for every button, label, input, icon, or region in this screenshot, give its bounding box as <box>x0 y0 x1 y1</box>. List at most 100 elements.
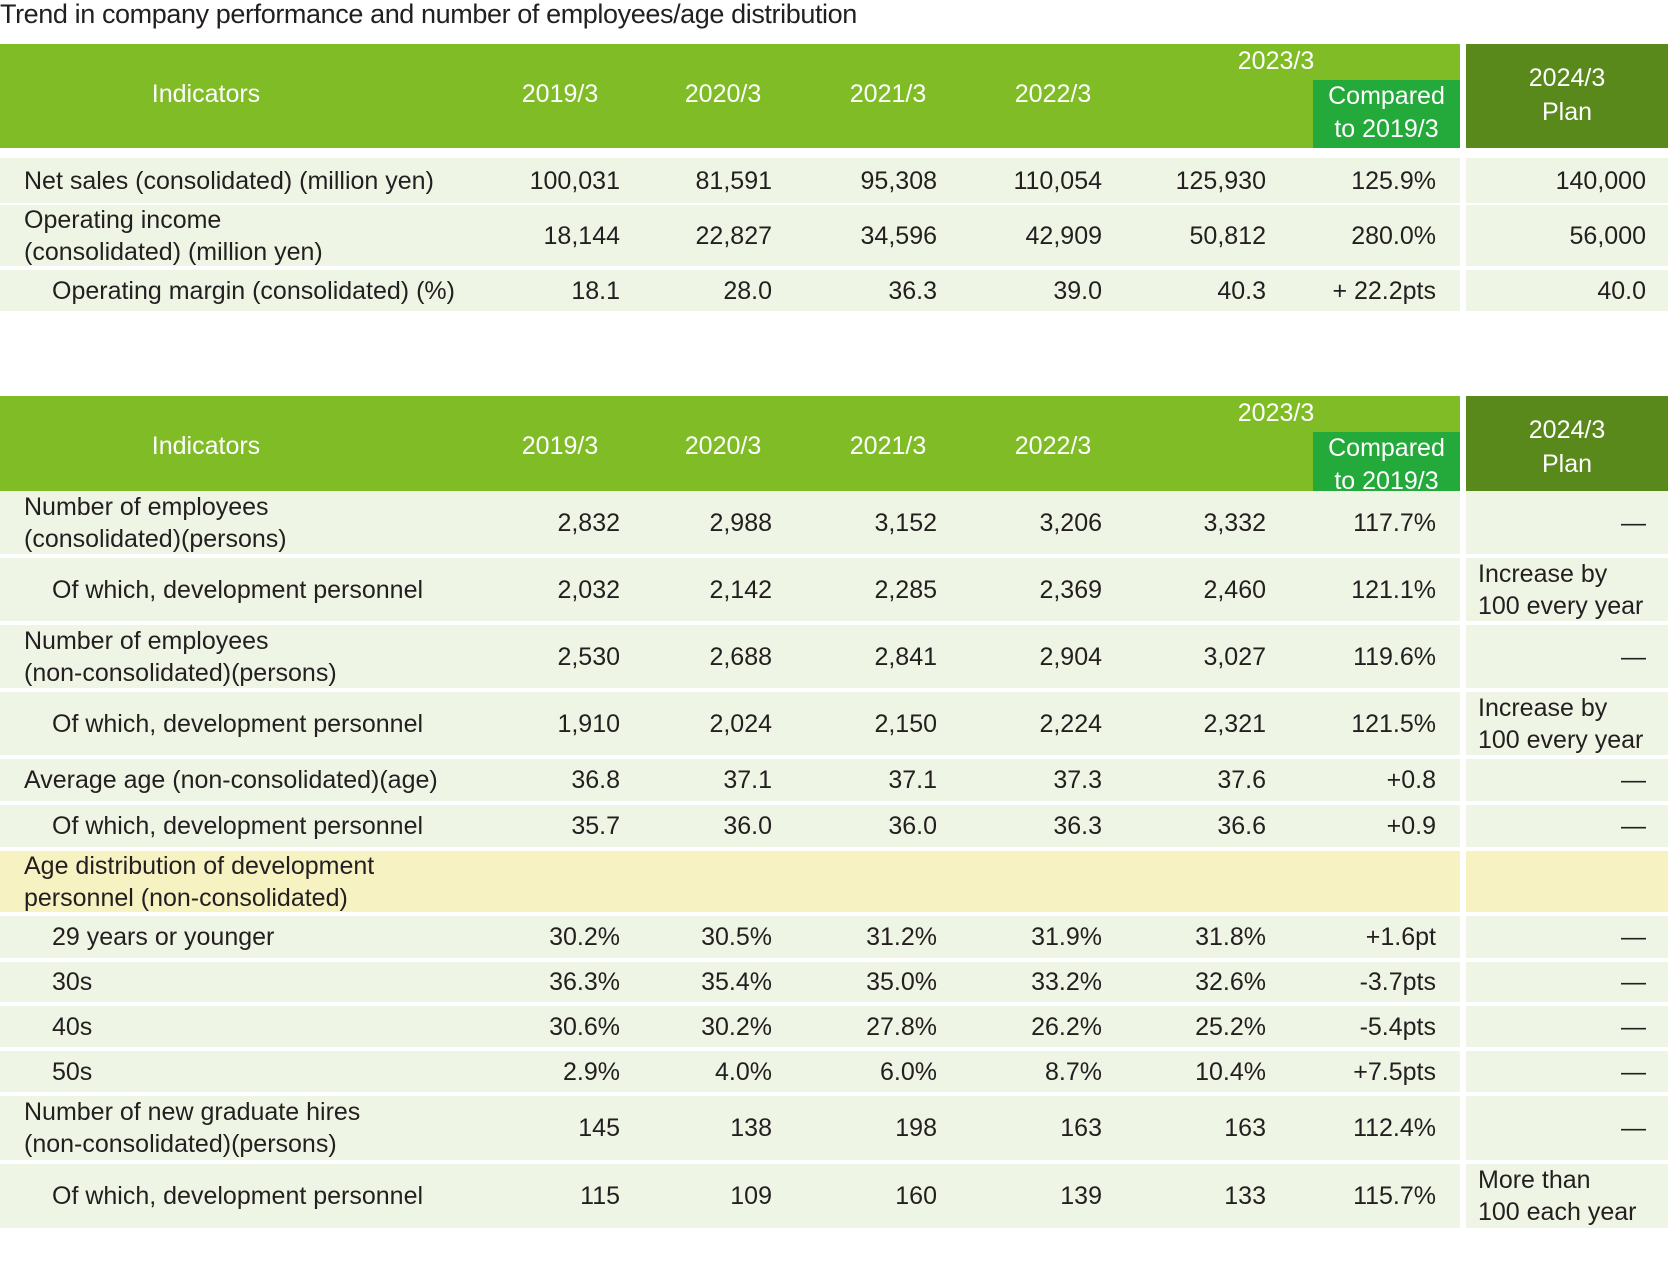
header-year-2019: 2019/3 <box>521 432 599 460</box>
value-cell: 36.8 <box>571 766 620 794</box>
compared-cell: -5.4pts <box>1359 1012 1436 1041</box>
compared-cell: -3.7pts <box>1359 968 1436 996</box>
plan-line: More than <box>1478 1166 1591 1194</box>
value-cell: 28.0 <box>723 276 772 305</box>
value-cell: 30.5% <box>701 923 772 951</box>
value-cell: 4.0% <box>715 1057 772 1086</box>
value-cell: 35.0% <box>866 968 937 996</box>
value-cell: 160 <box>895 1182 937 1210</box>
row-label: Of which, development personnel <box>52 692 423 755</box>
row-label: Of which, development personnel <box>52 805 423 847</box>
header-plan-line1: 2024/3 <box>1528 416 1606 444</box>
compared-cell: 112.4% <box>1353 1114 1436 1142</box>
row-label-line: Net sales (consolidated) (million yen) <box>24 166 434 195</box>
row-background <box>0 851 1460 912</box>
row-label-line: Number of employees <box>24 492 269 521</box>
header-year-2022: 2022/3 <box>1014 80 1092 108</box>
value-cell: 50,812 <box>1189 221 1266 250</box>
value-cell: 30.6% <box>549 1012 620 1041</box>
plan-line: 100 every year <box>1478 591 1644 620</box>
plan-cell-background <box>1466 851 1668 912</box>
value-cell: 1,910 <box>557 709 620 738</box>
plan-line: — <box>1621 1114 1646 1142</box>
value-cell: 32.6% <box>1195 968 1266 996</box>
row-background <box>0 805 1460 847</box>
value-cell: 3,206 <box>1039 508 1102 537</box>
plan-cell: — <box>1478 491 1646 554</box>
row-background <box>0 205 1460 266</box>
plan-line: — <box>1621 766 1646 794</box>
plan-line: Increase by <box>1478 693 1608 722</box>
value-cell: 6.0% <box>880 1057 937 1086</box>
employees-table: Indicators 2019/3 2020/3 2021/3 2022/3 2… <box>0 396 1668 1273</box>
value-cell: 36.6 <box>1217 812 1266 840</box>
row-label: Average age (non-consolidated)(age) <box>24 759 438 801</box>
compared-cell: 117.7% <box>1353 508 1436 537</box>
row-label: 30s <box>52 962 92 1002</box>
row-label-line: Of which, development personnel <box>52 812 424 840</box>
value-cell: 2,988 <box>709 508 772 537</box>
row-label: Number of new graduate hires (non-consoli… <box>24 1096 360 1160</box>
plan-line: — <box>1621 923 1646 951</box>
table-row: Average age (non-consolidated)(age) 36.8 3… <box>0 759 1668 801</box>
plan-cell: — <box>1478 759 1646 801</box>
value-cell: 31.9% <box>1031 923 1102 951</box>
plan-line: 140,000 <box>1555 166 1646 195</box>
value-cell: 198 <box>895 1114 937 1142</box>
value-cell: 10.4% <box>1195 1057 1266 1086</box>
table-row: Net sales (consolidated) (million yen) 10… <box>0 158 1668 203</box>
header-year-2023: 2023/3 <box>1237 47 1315 75</box>
header-year-2021: 2021/3 <box>849 80 927 108</box>
compared-cell: +7.5pts <box>1353 1057 1436 1086</box>
plan-cell: — <box>1478 1006 1646 1047</box>
plan-cell-background <box>1466 805 1668 847</box>
compared-cell: +1.6pt <box>1365 923 1436 951</box>
row-label: 40s <box>52 1006 92 1047</box>
value-cell: 31.8% <box>1195 923 1266 951</box>
header-main-band <box>0 396 1460 500</box>
plan-cell-background <box>1466 916 1668 958</box>
header-plan-line2: Plan <box>1541 98 1593 126</box>
value-cell: 109 <box>730 1182 772 1210</box>
plan-line: Increase by <box>1478 559 1608 588</box>
plan-line: 100 each year <box>1478 1198 1637 1226</box>
value-cell: 36.0 <box>888 812 937 840</box>
plan-cell-background <box>1466 491 1668 554</box>
value-cell <box>952 851 1102 912</box>
header-plan-band <box>1466 44 1668 148</box>
row-background <box>0 158 1460 203</box>
header-year-2023: 2023/3 <box>1237 399 1315 427</box>
header-plan-band <box>1466 396 1668 500</box>
value-cell: 3,152 <box>874 508 937 537</box>
header-compared-line1: Compared <box>1328 434 1445 462</box>
header-compared-line2: to 2019/3 <box>1334 467 1439 495</box>
value-cell: 2,460 <box>1203 575 1266 604</box>
row-label-line: Operating margin (consolidated) (%) <box>52 276 455 305</box>
table-row: Number of employees (consolidated)(person… <box>0 491 1668 554</box>
header-main-band <box>0 44 1460 148</box>
value-cell: 36.3% <box>549 968 620 996</box>
plan-cell: 140,000 <box>1478 158 1646 203</box>
table-row: Number of new graduate hires (non-consoli… <box>0 1096 1668 1160</box>
plan-cell-background <box>1466 1164 1668 1228</box>
row-label-line: Average age (non-consolidated)(age) <box>24 766 438 794</box>
row-label-line: Of which, development personnel <box>52 1182 424 1210</box>
value-cell: 2,321 <box>1203 709 1266 738</box>
value-cell: 133 <box>1224 1182 1266 1210</box>
row-label-line: 30s <box>52 968 93 996</box>
compared-cell: +0.9 <box>1386 812 1436 840</box>
value-cell: 25.2% <box>1195 1012 1266 1041</box>
row-label-line: Number of new graduate hires <box>24 1098 361 1126</box>
plan-cell: — <box>1478 1051 1646 1092</box>
row-label-line: Number of employees <box>24 626 269 655</box>
compared-cell: + 22.2pts <box>1332 276 1436 305</box>
header-compared-band <box>1313 80 1460 148</box>
value-cell <box>470 851 620 912</box>
value-cell: 30.2% <box>549 923 620 951</box>
table-row: Of which, development personnel 1,910 2,02… <box>0 692 1668 755</box>
value-cell: 2,841 <box>874 642 937 671</box>
value-cell: 37.3 <box>1053 766 1102 794</box>
row-label-line: personnel (non-consolidated) <box>24 883 348 912</box>
value-cell: 36.3 <box>1053 812 1102 840</box>
row-background <box>0 962 1460 1002</box>
